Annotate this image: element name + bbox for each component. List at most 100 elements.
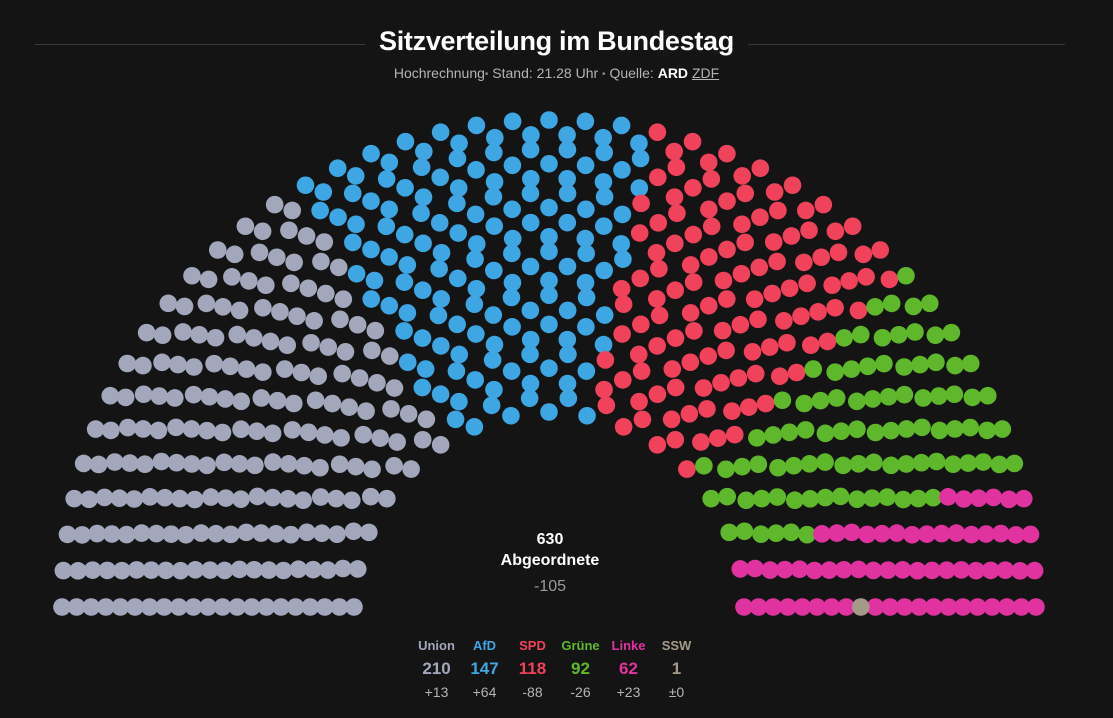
seat-union [118,354,137,373]
seat-afd [362,290,381,308]
seat-afd [540,359,558,378]
seat-afd [612,116,631,135]
legend-party-seats: 92 [571,659,590,678]
seat-linke [977,525,995,543]
seat-union [230,455,249,473]
seat-union [305,312,323,330]
seat-union [155,598,173,616]
seat-union [82,598,100,616]
seat-union [253,222,272,241]
seat-afd [595,143,613,162]
seat-gr-ne [873,328,892,347]
seat-union [306,391,325,410]
seat-linke [895,598,914,616]
seat-spd [650,306,669,325]
seat-union [299,279,318,298]
seat-gr-ne [831,487,850,506]
seat-spd [692,433,710,451]
seat-linke [954,490,973,508]
legend: Union 210 +13 AfD 147 +64 SPD 118 -88 Grüne 92 -26 L… [0,638,1113,701]
seat-gr-ne [826,363,844,381]
seat-afd [558,257,577,276]
seat-afd [576,112,595,131]
seat-union [126,598,144,616]
seat-linke [849,560,868,579]
seat-afd [522,126,540,144]
seat-linke [842,523,861,542]
seat-union [237,360,256,378]
legend-party-seats: 62 [619,659,638,678]
seat-spd [796,201,815,220]
seat-spd [698,400,716,418]
seat-afd [430,260,448,278]
seat-spd [702,170,721,188]
seat-spd [666,281,685,300]
seat-union [166,389,184,407]
seat-afd [450,392,468,411]
seat-afd [521,330,540,349]
seat-gr-ne [801,490,819,508]
seat-afd [612,235,631,253]
seat-union [170,489,189,508]
seat-union [350,369,369,387]
seat-linke [992,524,1010,543]
seat-spd [771,367,789,386]
seat-linke [746,559,764,578]
seat-union [101,386,120,405]
seat-gr-ne [946,356,964,375]
seat-spd [749,310,767,329]
seat-union [399,405,418,423]
seat-afd [429,306,448,325]
seat-union [198,421,216,440]
source-zdf-link[interactable]: ZDF [691,65,720,81]
seat-union [261,332,280,351]
seat-afd [467,161,485,179]
seat-spd [750,258,769,277]
seat-afd [558,330,577,349]
seat-linke [1027,598,1045,616]
seat-linke [908,561,927,580]
seat-spd [849,301,868,320]
seat-spd [756,394,775,413]
seat-spd [612,279,631,298]
seat-ssw [852,598,870,616]
seat-union [283,421,302,439]
seat-union [54,561,73,580]
seat-afd [398,353,417,372]
seat-afd [398,256,417,274]
seat-linke [947,524,966,542]
seat-union [363,341,381,360]
seat-afd [482,396,501,415]
seat-gr-ne [717,460,735,479]
seat-spd [778,333,796,352]
legend-party-name: AfD [472,638,497,653]
seat-union [105,453,124,471]
seat-union [286,598,305,616]
seat-gr-ne [702,489,720,508]
seat-gr-ne [749,455,768,474]
seat-spd [723,402,741,420]
seat-union [215,561,234,580]
seat-spd [666,430,685,449]
seat-union [175,297,194,316]
seat-union [263,488,282,507]
seat-afd [412,204,430,223]
seat-union [274,561,293,580]
source-ard-button[interactable]: ARD [657,65,689,81]
seat-linke [969,489,988,508]
seat-afd [413,281,432,300]
seat-union [167,453,186,472]
legend-item-ssw: SSW 1 ±0 [653,638,701,701]
seat-union [134,420,152,438]
seat-gr-ne [882,456,900,475]
total-seats-change: -105 [533,578,567,595]
seat-afd [558,126,576,144]
seat-union [316,426,334,444]
seat-gr-ne [911,355,929,374]
seat-afd [503,200,521,219]
seat-union [431,436,450,454]
seat-spd [668,204,686,223]
seat-gr-ne [798,525,816,544]
seat-gr-ne [816,424,835,443]
seat-union [252,389,271,407]
